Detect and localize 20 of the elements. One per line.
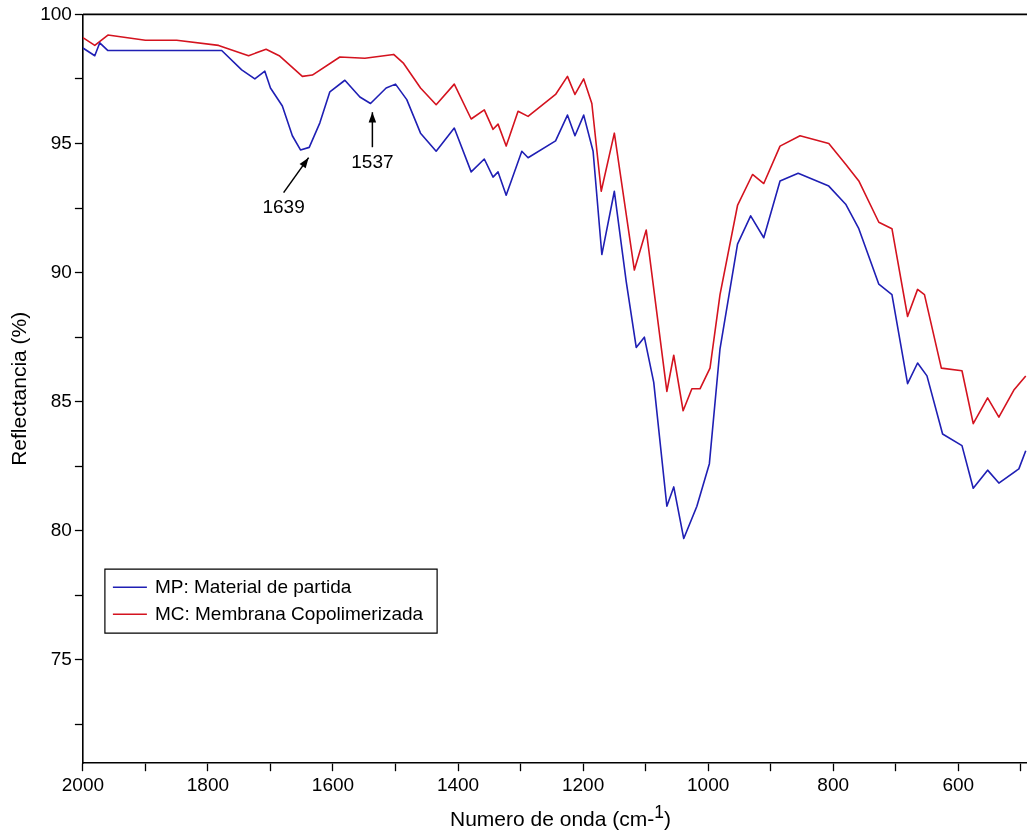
x-tick-label: 1400 xyxy=(436,773,480,795)
x-tick-label: 1800 xyxy=(186,773,230,795)
annotation: 1639 xyxy=(262,196,305,218)
y-axis-title: Reflectancia (%) xyxy=(7,311,31,466)
y-tick-label: 75 xyxy=(50,648,72,670)
y-tick-label: 85 xyxy=(50,389,72,411)
x-axis-title: Numero de onda (cm-$^{1}$) xyxy=(449,802,672,831)
x-tick-label: 1200 xyxy=(561,773,605,795)
x-tick-label: 1600 xyxy=(311,773,355,795)
annotation: 1537 xyxy=(351,150,394,172)
x-tick-label: 2000 xyxy=(61,773,105,795)
legend-label: MC: Membrana Copolimerizada xyxy=(154,603,424,625)
y-tick-label: 95 xyxy=(50,131,72,153)
y-tick-label: 80 xyxy=(50,519,72,541)
x-tick-label: 600 xyxy=(942,773,975,795)
legend-label: MP: Material de partida xyxy=(154,576,352,598)
y-tick-label: 100 xyxy=(40,2,72,24)
y-tick-label: 90 xyxy=(50,260,72,282)
x-tick-label: 800 xyxy=(817,773,850,795)
x-tick-label: 1000 xyxy=(686,773,730,795)
